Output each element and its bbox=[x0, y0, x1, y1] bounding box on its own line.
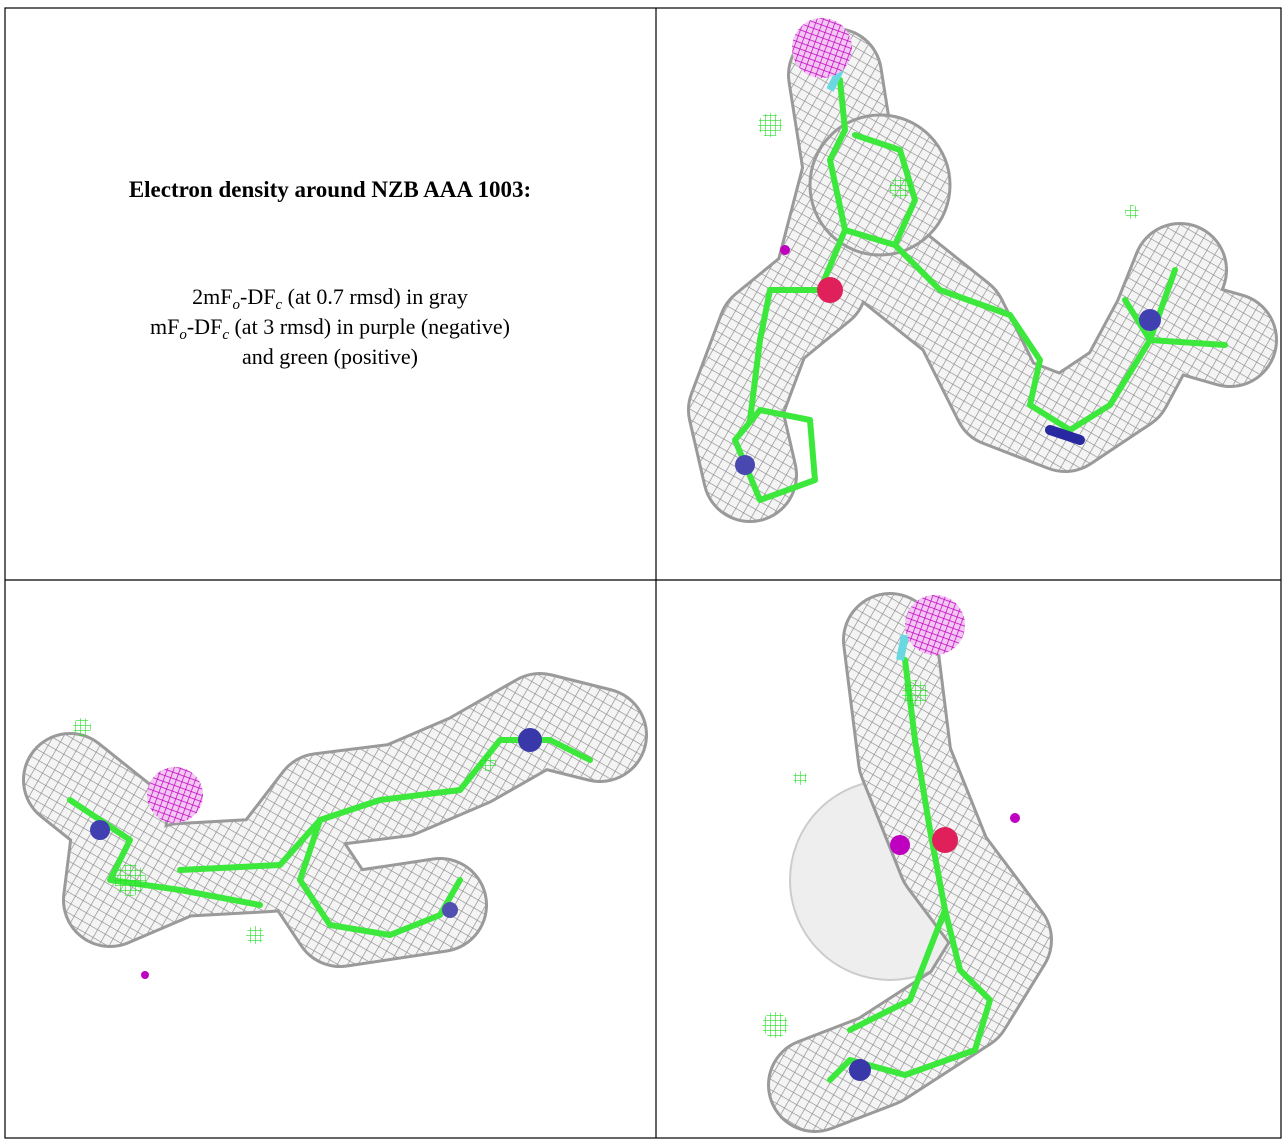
text-run: mF bbox=[150, 314, 179, 339]
text-run: (at 3 rmsd) in purple (negative) bbox=[229, 314, 510, 339]
text-run: -DF bbox=[187, 314, 222, 339]
text-run: 2mF bbox=[192, 284, 232, 309]
caption-line: 2mFo-DFc (at 0.7 rmsd) in gray bbox=[192, 284, 468, 313]
caption-line: and green (positive) bbox=[242, 344, 418, 369]
caption: Electron density around NZB AAA 1003: 2m… bbox=[129, 177, 531, 369]
density-view-2 bbox=[70, 718, 600, 979]
text-run: -DF bbox=[240, 284, 275, 309]
caption-title: Electron density around NZB AAA 1003: bbox=[129, 177, 531, 202]
figure: Electron density around NZB AAA 1003: 2m… bbox=[0, 0, 1283, 1140]
caption-line: mFo-DFc (at 3 rmsd) in purple (negative) bbox=[150, 314, 510, 343]
text-run: (at 0.7 rmsd) in gray bbox=[282, 284, 468, 309]
text-run: and green (positive) bbox=[242, 344, 418, 369]
density-view-3 bbox=[762, 595, 1020, 1085]
density-view-1 bbox=[735, 18, 1230, 500]
